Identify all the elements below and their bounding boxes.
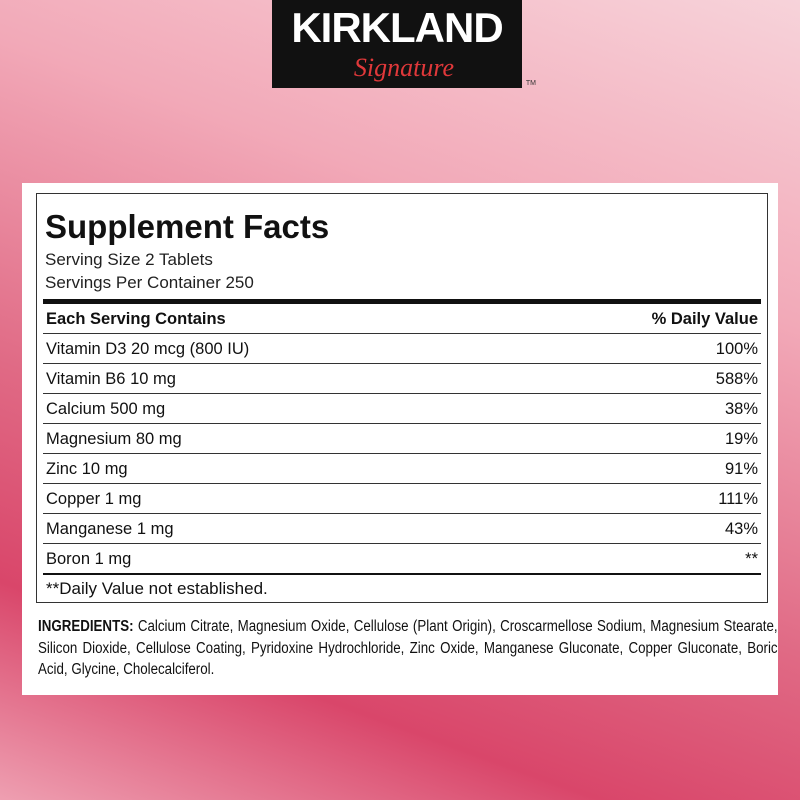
logo-script: Signature [353,53,455,82]
ingredients: INGREDIENTS: Calcium Citrate, Magnesium … [38,616,778,681]
table-row: Manganese 1 mg 43% [43,513,761,543]
servings-per-container: Servings Per Container 250 [45,273,254,292]
daily-value: 111% [718,489,758,508]
table-header: Each Serving Contains % Daily Value [43,304,761,334]
trademark: TM [525,80,536,87]
table-row: Vitamin B6 10 mg 588% [43,363,761,393]
nutrient-name: Boron 1 mg [46,549,132,568]
logo-wordmark: KIRKLAND [291,4,503,51]
ingredients-text: Calcium Citrate, Magnesium Oxide, Cellul… [38,618,778,678]
nutrient-name: Zinc 10 mg [46,459,128,478]
table-row: Boron 1 mg ** [43,543,761,573]
nutrient-name: Copper 1 mg [46,489,142,508]
nutrient-name: Calcium 500 mg [46,399,166,418]
daily-value: 91% [724,459,758,478]
table-row: Vitamin D3 20 mcg (800 IU) 100% [43,333,761,363]
nutrient-name: Magnesium 80 mg [46,429,182,448]
daily-value: 38% [724,399,758,418]
label-card: Supplement Facts Serving Size 2 Tablets … [22,183,778,695]
kirkland-signature-logo: KIRKLAND Signature TM [272,0,536,88]
table-row: Copper 1 mg 111% [43,483,761,513]
daily-value: ** [745,549,758,568]
header-left: Each Serving Contains [46,310,226,328]
facts-title: Supplement Facts [45,208,330,245]
daily-value: 588% [715,369,758,388]
serving-size: Serving Size 2 Tablets [45,250,213,269]
divider [43,299,761,304]
ingredients-label: INGREDIENTS: [38,618,134,635]
supplement-facts-panel: Supplement Facts Serving Size 2 Tablets … [36,193,768,603]
header-right: % Daily Value [651,310,758,328]
table-row: Zinc 10 mg 91% [43,453,761,483]
nutrient-name: Manganese 1 mg [46,519,174,538]
nutrient-name: Vitamin D3 20 mcg (800 IU) [46,339,250,358]
daily-value: 19% [724,429,758,448]
footnote: **Daily Value not established. [46,579,268,598]
table-row: Calcium 500 mg 38% [43,393,761,423]
daily-value: 43% [724,519,758,538]
daily-value: 100% [715,339,758,358]
nutrient-name: Vitamin B6 10 mg [46,369,176,388]
divider [43,573,761,575]
table-row: Magnesium 80 mg 19% [43,423,761,453]
